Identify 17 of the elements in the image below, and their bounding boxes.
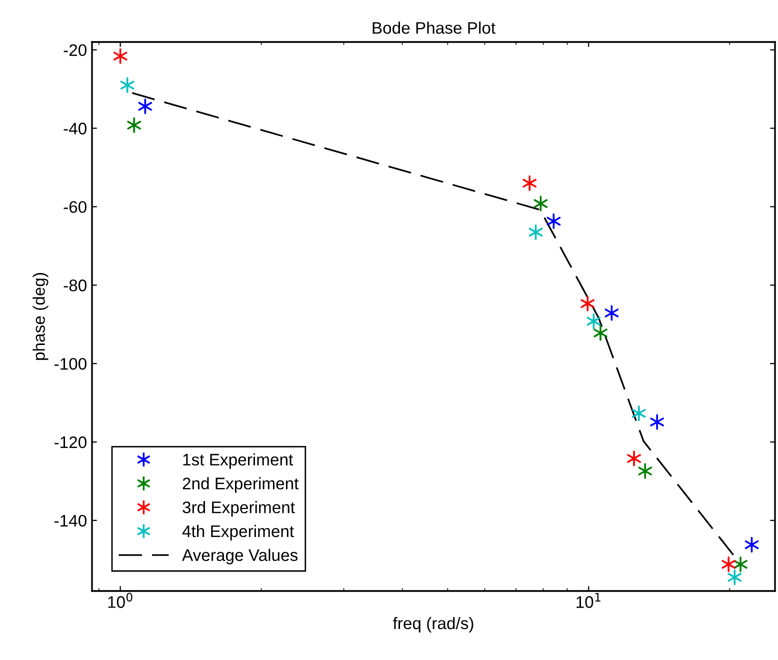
x-axis-title: freq (rad/s) [392, 616, 474, 632]
chart-title: Bode Phase Plot [372, 22, 496, 34]
y-tick-label: -80 [64, 280, 86, 292]
legend-label: 1st Experiment [183, 453, 294, 469]
legend-label: 2nd Experiment [182, 477, 299, 493]
legend-label: 4th Experiment [182, 524, 294, 540]
x-tick-label: 10$^{1}$ [576, 592, 600, 608]
y-tick-label: -60 [64, 201, 86, 213]
y-tick-label: -100 [54, 358, 86, 370]
legend-label: Average Values [182, 548, 298, 564]
legend-label: 3rd Experiment [182, 501, 295, 517]
x-tick-label: 10$^{0}$ [108, 592, 132, 608]
y-tick-label: -20 [64, 44, 86, 56]
y-axis-title: phase (deg) [32, 273, 48, 360]
y-tick-label: -120 [54, 436, 86, 448]
y-tick-label: -40 [64, 122, 86, 134]
y-tick-label: -140 [54, 514, 86, 527]
